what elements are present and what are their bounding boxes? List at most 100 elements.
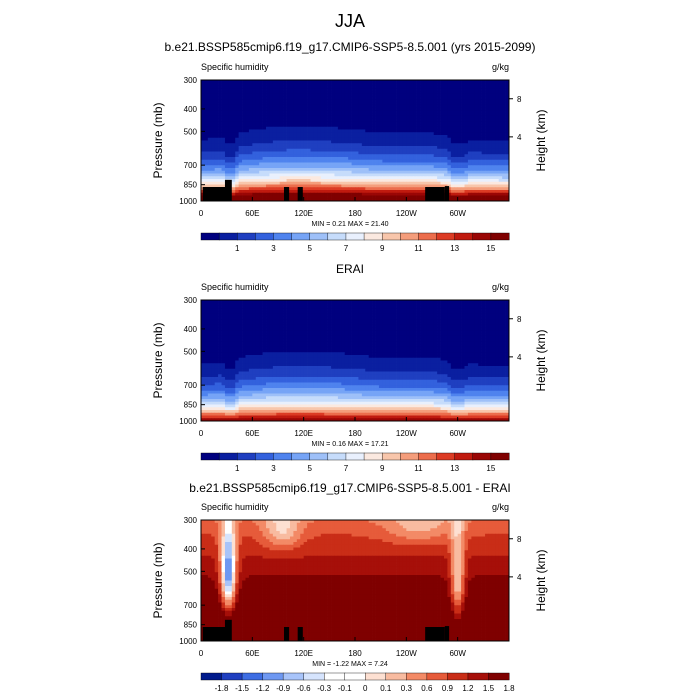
field-cell xyxy=(406,91,411,95)
field-cell xyxy=(423,135,428,139)
field-cell xyxy=(334,192,339,196)
field-cell xyxy=(272,140,277,144)
field-cell xyxy=(389,151,393,155)
field-cell xyxy=(385,80,390,84)
field-cell xyxy=(242,190,246,194)
field-cell xyxy=(355,190,359,194)
field-cell xyxy=(286,159,291,163)
field-cell xyxy=(218,316,222,320)
field-cell xyxy=(355,93,359,97)
field-cell xyxy=(454,118,459,122)
field-cell xyxy=(402,107,407,111)
field-cell xyxy=(481,316,486,320)
field-cell xyxy=(242,179,246,183)
field-cell xyxy=(481,173,486,177)
field-cell xyxy=(313,96,318,100)
field-cell xyxy=(231,132,236,136)
field-cell xyxy=(498,157,503,161)
field-cell xyxy=(245,110,250,114)
field-cell xyxy=(204,313,209,317)
field-cell xyxy=(276,187,281,191)
field-cell xyxy=(461,187,465,191)
field-cell xyxy=(488,162,493,166)
field-cell xyxy=(471,168,476,172)
field-cell xyxy=(437,148,441,152)
field-cell xyxy=(447,140,452,144)
field-cell xyxy=(433,118,438,122)
field-cell xyxy=(341,140,346,144)
field-cell xyxy=(293,184,298,188)
field-cell xyxy=(255,179,260,183)
field-cell xyxy=(355,129,359,133)
field-cell xyxy=(358,107,363,111)
field-cell xyxy=(358,157,363,161)
field-cell xyxy=(269,195,274,199)
field-cell xyxy=(242,154,246,158)
field-cell xyxy=(286,80,291,84)
field-cell xyxy=(413,313,417,317)
field-cell xyxy=(413,146,417,150)
field-cell xyxy=(409,187,414,191)
field-cell xyxy=(289,107,294,111)
field-cell xyxy=(293,316,298,320)
field-cell xyxy=(337,121,342,125)
field-cell xyxy=(276,126,281,130)
field-cell xyxy=(348,110,352,114)
field-cell xyxy=(331,190,335,194)
field-cell xyxy=(303,110,308,114)
field-cell xyxy=(471,187,476,191)
field-cell xyxy=(221,93,226,97)
field-cell xyxy=(259,107,263,111)
field-cell xyxy=(296,132,301,136)
field-cell xyxy=(344,302,349,306)
field-cell xyxy=(443,170,448,174)
field-cell xyxy=(228,80,233,84)
field-cell xyxy=(385,88,390,92)
field-cell xyxy=(474,96,479,100)
field-cell xyxy=(495,162,500,166)
field-cell xyxy=(351,82,356,86)
field-cell xyxy=(505,322,510,326)
field-cell xyxy=(358,162,363,166)
field-cell xyxy=(495,313,500,317)
field-cell xyxy=(368,159,373,163)
field-cell xyxy=(450,113,455,117)
field-cell xyxy=(461,93,465,97)
field-cell xyxy=(420,159,424,163)
field-cell xyxy=(266,162,270,166)
field-cell xyxy=(307,157,311,161)
field-cell xyxy=(334,102,339,106)
field-cell xyxy=(385,154,390,158)
field-cell xyxy=(269,82,274,86)
field-cell xyxy=(491,80,496,84)
field-cell xyxy=(289,121,294,125)
field-cell xyxy=(447,102,452,106)
field-cell xyxy=(426,308,431,312)
field-cell xyxy=(358,113,363,117)
field-cell xyxy=(402,96,407,100)
field-cell xyxy=(399,190,404,194)
field-cell xyxy=(259,302,263,306)
field-cell xyxy=(266,85,270,89)
field-cell xyxy=(245,132,250,136)
field-cell xyxy=(406,82,411,86)
field-cell xyxy=(426,300,431,304)
field-cell xyxy=(437,146,441,150)
field-cell xyxy=(344,198,349,202)
field-cell xyxy=(201,132,205,136)
field-cell xyxy=(437,121,441,125)
field-cell xyxy=(272,137,277,141)
field-cell xyxy=(224,118,229,122)
field-cell xyxy=(382,187,387,191)
field-cell xyxy=(495,184,500,188)
field-cell xyxy=(245,93,250,97)
field-cell xyxy=(310,113,315,117)
field-cell xyxy=(231,302,236,306)
field-cell xyxy=(392,192,397,196)
field-cell xyxy=(413,126,417,130)
field-cell xyxy=(485,80,489,84)
field-cell xyxy=(361,113,366,117)
field-cell xyxy=(396,148,400,152)
field-cell xyxy=(467,126,472,130)
field-cell xyxy=(392,96,397,100)
